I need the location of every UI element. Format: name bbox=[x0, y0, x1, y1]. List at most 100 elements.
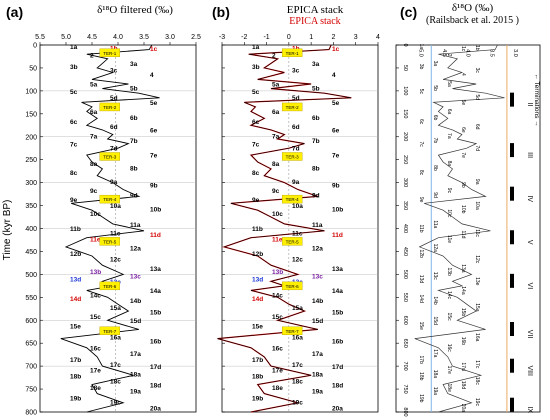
stage-label: 6e bbox=[150, 127, 158, 134]
stage-label: 1a bbox=[252, 44, 260, 51]
x-tick-label: 5.0 bbox=[417, 49, 423, 57]
stage-label: 1a bbox=[70, 44, 78, 51]
stage-label: 4 bbox=[150, 72, 154, 79]
stage-label: 9c bbox=[272, 188, 280, 195]
stage-label: 3c bbox=[292, 68, 300, 75]
stage-label: 8b bbox=[130, 165, 138, 172]
stage-label: 14c bbox=[272, 293, 283, 300]
y-tick-label: 0 bbox=[33, 43, 37, 50]
y-tick-label: 100 bbox=[25, 88, 37, 95]
y-tick-label: 350 bbox=[25, 203, 37, 210]
y-tick-label: 550 bbox=[25, 295, 37, 302]
stage-label: 16c bbox=[272, 345, 283, 352]
stage-label: 19b bbox=[418, 394, 424, 403]
stage-label: 15b bbox=[332, 309, 343, 316]
y-tick-label: 150 bbox=[402, 109, 408, 118]
ter-box bbox=[281, 281, 303, 291]
y-tick-label: 750 bbox=[25, 387, 37, 394]
stage-label: 7c bbox=[70, 142, 78, 149]
stage-label: 7b bbox=[130, 138, 138, 145]
stage-label: 10b bbox=[460, 205, 466, 214]
stage-label: 8a bbox=[90, 161, 98, 168]
stage-label: 18e bbox=[446, 384, 452, 393]
stage-label: 8c bbox=[70, 170, 78, 177]
stage-label: 11a bbox=[432, 220, 438, 228]
ter-box-label: TER-3 bbox=[103, 154, 116, 159]
x-tick-label: 0 bbox=[287, 34, 291, 41]
stage-label: 1a bbox=[418, 44, 424, 50]
stage-label: 7a bbox=[446, 133, 452, 139]
stage-label: 8a bbox=[446, 161, 452, 167]
stage-label: 7e bbox=[460, 152, 466, 158]
series-line-b-black bbox=[217, 44, 352, 413]
stage-label: 13c bbox=[130, 273, 141, 280]
stage-label: 18a bbox=[312, 371, 323, 378]
stage-label: 13c bbox=[312, 273, 323, 280]
stage-label: 6c bbox=[70, 119, 78, 126]
y-tick-label: 650 bbox=[402, 339, 408, 348]
stage-label: 17c bbox=[292, 362, 303, 369]
stage-label: 10a bbox=[292, 203, 303, 210]
stage-label: 15c bbox=[446, 313, 452, 322]
stage-label: 11e bbox=[446, 235, 452, 243]
ter-box bbox=[99, 152, 121, 161]
stage-label: 8c bbox=[252, 170, 260, 177]
ter-box bbox=[281, 152, 303, 161]
stage-label: 1c bbox=[150, 46, 158, 53]
stage-label: 17c bbox=[474, 360, 480, 369]
stage-label: 7e bbox=[150, 153, 158, 160]
stage-label: 13d bbox=[70, 276, 81, 283]
stage-label: 9a bbox=[292, 179, 300, 186]
stage-label: 18e bbox=[90, 385, 101, 392]
y-tick-label: 750 bbox=[402, 384, 408, 393]
termination-bar bbox=[510, 322, 514, 337]
stage-label: 4 bbox=[460, 73, 466, 76]
stage-label: 6d bbox=[474, 124, 480, 130]
ter-box bbox=[99, 102, 121, 112]
y-tick-label: 700 bbox=[402, 362, 408, 371]
panel-c-title: δ¹⁸O (‰) bbox=[451, 2, 494, 14]
ter-box-label: TER-1 bbox=[103, 51, 116, 56]
stage-label: 17a bbox=[312, 351, 323, 358]
stage-label: 18c bbox=[474, 377, 480, 386]
y-tick-label: 450 bbox=[402, 247, 408, 256]
stage-label: 12b bbox=[70, 251, 81, 258]
y-tick-label: 350 bbox=[402, 201, 408, 210]
stage-label: 17d bbox=[460, 362, 466, 371]
stage-label: 20a bbox=[150, 405, 161, 412]
ter-box bbox=[99, 326, 121, 336]
stage-label: 18e bbox=[272, 385, 283, 392]
stage-label: 11e bbox=[90, 237, 101, 244]
stage-label: 11b bbox=[252, 226, 263, 233]
ter-box bbox=[99, 281, 121, 291]
stage-label: 3b bbox=[252, 64, 260, 71]
stage-label: 3a bbox=[130, 61, 138, 68]
stage-label: 13b bbox=[272, 269, 283, 276]
stage-label: 11c bbox=[110, 231, 121, 238]
stage-label: 14b bbox=[130, 298, 141, 305]
stage-label: 17a bbox=[130, 351, 141, 358]
stage-label: 10c bbox=[90, 211, 101, 218]
stage-label: 11b bbox=[70, 226, 81, 233]
stage-label: 18c bbox=[110, 378, 121, 385]
x-tick-label: -2 bbox=[241, 34, 247, 41]
termination-bar bbox=[510, 230, 514, 245]
stage-label: 5c bbox=[418, 89, 424, 95]
stage-label: 14c bbox=[90, 293, 101, 300]
stage-label: 16a bbox=[474, 333, 480, 342]
stage-label: 20a bbox=[460, 404, 466, 413]
roman-numeral: III bbox=[526, 152, 533, 158]
stage-label: 14c bbox=[446, 291, 452, 300]
roman-numeral: VII bbox=[526, 330, 533, 339]
stage-label: 11e bbox=[272, 237, 283, 244]
stage-label: 6d bbox=[292, 124, 300, 131]
stage-label: 18b bbox=[252, 374, 263, 381]
stage-label: 17d bbox=[332, 364, 343, 371]
x-tick-label: -3 bbox=[219, 34, 225, 41]
stage-label: 6e bbox=[332, 127, 340, 134]
stage-label: 8b bbox=[432, 165, 438, 171]
stage-label: 14a bbox=[460, 286, 466, 295]
panel-c-subtitle: (Railsback et al. 2015 ) bbox=[425, 15, 520, 26]
stage-label: 15a bbox=[292, 305, 303, 312]
